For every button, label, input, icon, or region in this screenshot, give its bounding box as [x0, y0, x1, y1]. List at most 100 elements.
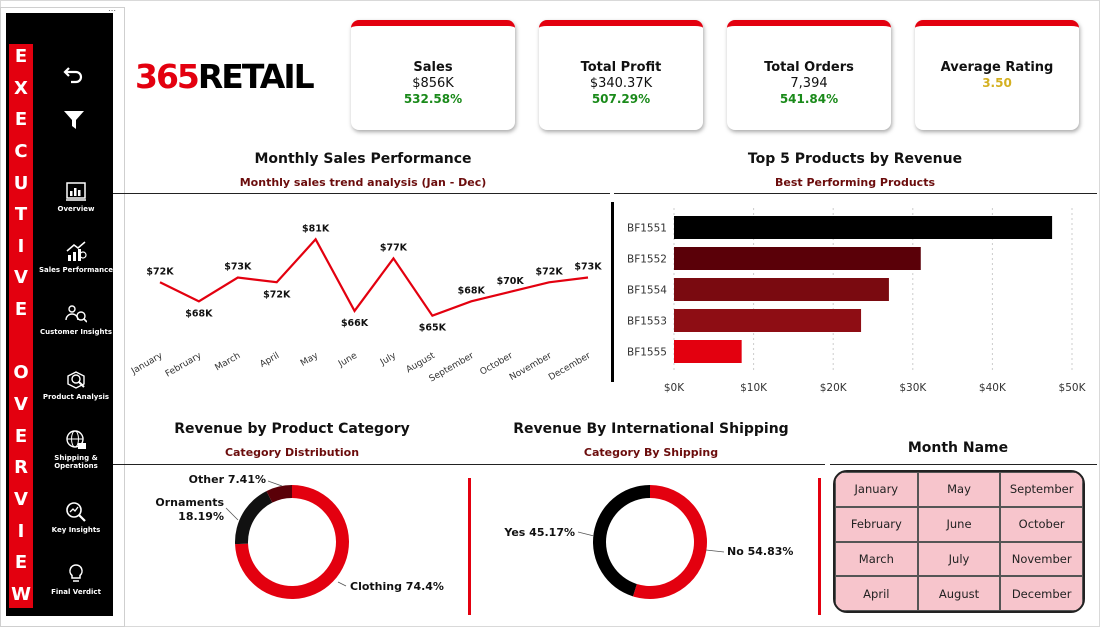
- month-option[interactable]: May: [917, 472, 1001, 507]
- kpi-value: $340.37K: [589, 76, 653, 91]
- kpi-card-sales[interactable]: Sales $856K 532.58%: [351, 20, 515, 130]
- more-options-icon[interactable]: ⋯: [108, 6, 117, 15]
- shipping-subtitle: Category By Shipping: [583, 446, 719, 459]
- top-products-title: Top 5 Products by Revenue: [747, 151, 963, 167]
- customers-icon: [65, 303, 88, 325]
- sidebar-item-customer-insights[interactable]: Customer Insights: [34, 303, 118, 336]
- x-tick-label: $10K: [740, 382, 768, 394]
- data-label: $73K: [574, 262, 602, 273]
- magnifier-chart-icon: [65, 501, 87, 523]
- month-option[interactable]: April: [835, 576, 918, 611]
- month-option[interactable]: October: [1000, 506, 1083, 542]
- month-option[interactable]: August: [917, 576, 1001, 611]
- kpi-card-total-orders[interactable]: Total Orders 7,394 541.84%: [727, 20, 891, 130]
- data-label: $73K: [224, 262, 252, 273]
- month-option[interactable]: November: [1000, 541, 1083, 577]
- top-products-bar-chart: $0K $10K $20K $30K $40K $50K BF1551 BF1552 BF155…: [627, 208, 1087, 394]
- sidebar-item-product-analysis[interactable]: Product Analysis: [34, 368, 118, 401]
- month-option[interactable]: December: [1000, 576, 1083, 611]
- monthly-sales-line-chart: $72K January $68K February $73K March $72K Apri…: [129, 223, 602, 385]
- filter-icon[interactable]: [63, 109, 85, 137]
- divider: [468, 478, 471, 615]
- divider: [818, 478, 821, 615]
- kpi-title: Sales: [413, 60, 453, 75]
- month-option[interactable]: January: [835, 472, 918, 507]
- y-tick-label: BF1552: [627, 254, 667, 266]
- bar: [674, 309, 862, 332]
- x-tick-label: January: [129, 351, 165, 378]
- month-option[interactable]: September: [1000, 472, 1083, 507]
- slice-label: Other 7.41%: [189, 473, 266, 486]
- data-label: $72K: [535, 266, 563, 277]
- sidebar-item-sales-performance[interactable]: Sales Performance: [34, 241, 118, 274]
- donut-slice: [235, 491, 273, 545]
- sidebar-item-shipping-operations[interactable]: Shipping & Operations: [34, 429, 118, 470]
- kpi-value: 7,394: [790, 76, 828, 91]
- slice-label: No 54.83%: [727, 545, 793, 558]
- title-letter: E: [14, 425, 28, 447]
- bar: [674, 340, 742, 363]
- month-option[interactable]: July: [917, 541, 1001, 577]
- title-letter: E: [14, 299, 28, 321]
- shipping-donut-chart: No 54.83% Yes 45.17%: [503, 485, 793, 599]
- bar: [674, 247, 921, 270]
- title-letter: [18, 333, 24, 351]
- x-tick-label: $40K: [979, 382, 1007, 394]
- sidebar-item-label: Shipping &: [54, 454, 98, 462]
- bar: [674, 216, 1053, 239]
- leader-line: [705, 549, 725, 553]
- monthly-sales-subtitle: Monthly sales trend analysis (Jan - Dec): [239, 176, 487, 189]
- sidebar-item-label: Key Insights: [51, 526, 101, 534]
- data-label: $70K: [497, 276, 525, 287]
- brand-logo: 365 RETAIL: [135, 56, 315, 96]
- data-label: $65K: [419, 323, 447, 334]
- kpi-title: Total Profit: [580, 60, 662, 75]
- title-letter: E: [14, 109, 28, 131]
- y-tick-label: BF1555: [627, 347, 667, 359]
- x-tick-label: $0K: [664, 382, 685, 394]
- title-letter: V: [14, 488, 28, 510]
- divider: [113, 193, 610, 194]
- kpi-change: 532.58%: [403, 92, 463, 106]
- x-tick-label: $20K: [820, 382, 848, 394]
- title-letter: V: [14, 394, 28, 416]
- sidebar-item-key-insights[interactable]: Key Insights: [34, 501, 118, 534]
- x-tick-label: July: [378, 351, 398, 369]
- x-tick-label: $30K: [899, 382, 927, 394]
- logo-number: 365: [135, 56, 200, 96]
- divider: [611, 202, 614, 382]
- back-arrow-icon[interactable]: [63, 63, 85, 91]
- kpi-change: 507.29%: [591, 92, 651, 106]
- title-letter: E: [14, 552, 28, 574]
- x-tick-label: May: [299, 351, 321, 369]
- title-letter: O: [13, 362, 29, 384]
- data-label: $81K: [302, 223, 330, 234]
- kpi-card-average-rating[interactable]: Average Rating 3.50: [915, 20, 1079, 130]
- month-option[interactable]: March: [835, 541, 918, 577]
- sidebar-item-label: Product Analysis: [42, 393, 110, 401]
- x-tick-label: September: [428, 351, 476, 385]
- x-tick-label: April: [258, 351, 281, 370]
- divider: [614, 193, 1097, 194]
- title-letter: E: [14, 46, 28, 67]
- title-letter: R: [14, 457, 28, 479]
- month-option[interactable]: June: [917, 506, 1001, 542]
- shipping-title: Revenue By International Shipping: [513, 421, 789, 437]
- sidebar-item-label: Final Verdict: [51, 588, 101, 596]
- x-tick-label: August: [405, 351, 438, 376]
- donut-slice: [593, 485, 650, 597]
- kpi-rating-value: 3.50: [982, 76, 1012, 90]
- month-option[interactable]: February: [835, 506, 918, 542]
- sidebar-item-final-verdict[interactable]: Final Verdict: [34, 563, 118, 596]
- kpi-card-total-profit[interactable]: Total Profit $340.37K 507.29%: [539, 20, 703, 130]
- leader-line: [267, 480, 283, 487]
- month-slicer-title: Month Name: [907, 440, 1009, 456]
- kpi-title: Total Orders: [764, 60, 854, 75]
- x-tick-label: February: [164, 351, 204, 380]
- data-label: $77K: [380, 242, 408, 253]
- slice-label: Ornaments: [155, 496, 224, 509]
- sidebar-item-overview[interactable]: Overview: [34, 180, 118, 213]
- category-title: Revenue by Product Category: [174, 421, 410, 437]
- sidebar-item-label: Customer Insights: [39, 328, 113, 336]
